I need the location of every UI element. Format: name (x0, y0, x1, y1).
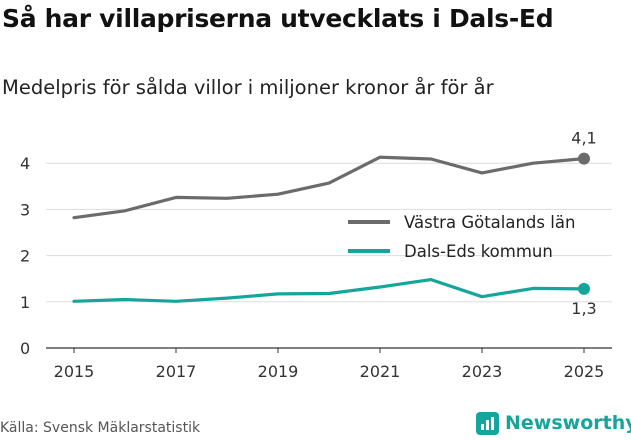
legend-label: Dals-Eds kommun (404, 242, 553, 261)
legend-label: Västra Götalands län (404, 213, 575, 232)
x-tick-label: 2019 (258, 362, 299, 381)
value-annotation: 1,3 (571, 299, 596, 318)
brand-name: Newsworthy (505, 412, 631, 434)
x-tick-label: 2015 (54, 362, 95, 381)
series-line-dals-ed (72, 278, 586, 303)
chart-subtitle: Medelpris för sålda villor i miljoner kr… (2, 76, 494, 99)
newsworthy-logo-icon (476, 411, 499, 435)
x-tick-label: 2017 (156, 362, 197, 381)
endpoint-marker (578, 152, 590, 165)
y-tick-label: 3 (20, 200, 30, 219)
y-tick-label: 0 (20, 339, 30, 358)
source-note: Källa: Svensk Mäklarstatistik (0, 420, 201, 436)
x-tick-label: 2023 (462, 362, 503, 381)
y-tick-label: 2 (20, 247, 30, 266)
x-tick-label: 2021 (360, 362, 401, 381)
chart-title: Så har villapriserna utvecklats i Dals-E… (2, 4, 554, 33)
endpoint-marker (578, 282, 590, 295)
x-tick-label: 2025 (564, 362, 605, 381)
brand-logo: Newsworthy (476, 407, 631, 439)
y-tick-label: 1 (20, 293, 30, 312)
series-line-vastra-gotaland (72, 155, 586, 220)
y-tick-label: 4 (20, 154, 30, 173)
value-annotation: 4,1 (571, 129, 596, 148)
